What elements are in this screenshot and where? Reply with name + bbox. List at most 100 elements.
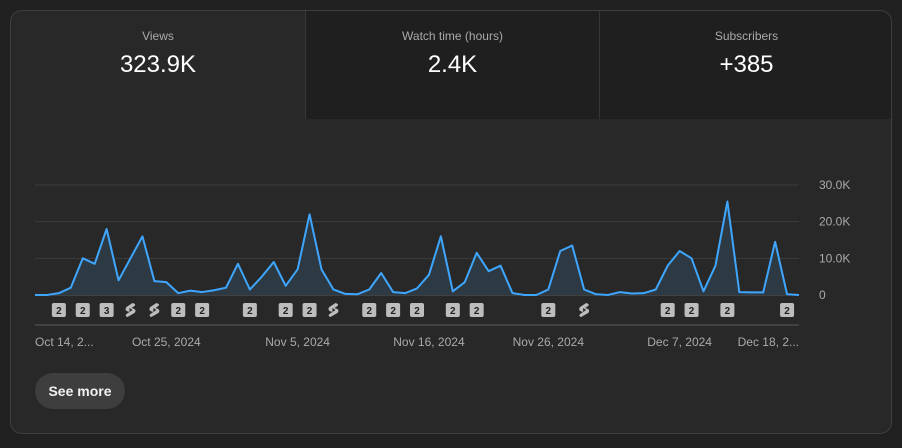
data-point[interactable] — [761, 290, 765, 294]
upload-count-marker[interactable] — [684, 303, 699, 317]
upload-count-marker[interactable] — [278, 303, 293, 317]
data-point[interactable] — [248, 288, 252, 292]
data-point[interactable] — [749, 290, 753, 294]
upload-count-marker[interactable] — [75, 303, 90, 317]
data-point[interactable] — [737, 290, 741, 294]
tab-subscribers-value: +385 — [719, 51, 774, 78]
data-point[interactable] — [164, 280, 168, 284]
data-point[interactable] — [475, 251, 479, 255]
data-point[interactable] — [236, 262, 240, 266]
data-point[interactable] — [725, 200, 729, 204]
data-point[interactable] — [57, 291, 61, 295]
data-point[interactable] — [81, 256, 85, 260]
x-tick-label: Nov 26, 2024 — [513, 335, 585, 349]
data-point[interactable] — [176, 291, 180, 295]
upload-count-marker[interactable] — [410, 303, 424, 317]
data-point[interactable] — [260, 275, 264, 279]
upload-count-marker[interactable] — [445, 303, 460, 317]
data-point[interactable] — [403, 291, 407, 295]
data-point[interactable] — [367, 288, 371, 292]
data-point[interactable] — [463, 280, 467, 284]
data-point[interactable] — [343, 292, 347, 296]
upload-count-marker[interactable] — [195, 303, 210, 317]
data-point[interactable] — [308, 212, 312, 216]
upload-count-marker[interactable] — [660, 303, 675, 317]
data-point[interactable] — [188, 289, 192, 293]
upload-count-marker[interactable] — [302, 303, 317, 317]
upload-count-marker[interactable] — [99, 303, 114, 317]
data-point[interactable] — [129, 256, 133, 260]
upload-count-label: 2 — [366, 306, 372, 317]
tab-subscribers[interactable]: Subscribers +385 — [599, 11, 891, 119]
upload-count-marker[interactable] — [171, 303, 186, 317]
data-point[interactable] — [797, 293, 801, 297]
data-point[interactable] — [511, 291, 515, 295]
data-point[interactable] — [391, 290, 395, 294]
data-point[interactable] — [140, 234, 144, 238]
data-point[interactable] — [33, 293, 37, 297]
upload-count-marker[interactable] — [720, 303, 735, 317]
data-point[interactable] — [439, 234, 443, 238]
see-more-button[interactable]: See more — [35, 373, 125, 409]
data-point[interactable] — [379, 271, 383, 275]
upload-count-label: 2 — [546, 306, 552, 317]
data-point[interactable] — [630, 292, 634, 296]
data-point[interactable] — [296, 267, 300, 271]
data-point[interactable] — [546, 288, 550, 292]
data-point[interactable] — [582, 288, 586, 292]
data-point[interactable] — [105, 227, 109, 231]
upload-count-marker[interactable] — [51, 303, 66, 317]
data-point[interactable] — [415, 286, 419, 290]
shorts-icon[interactable] — [579, 303, 590, 317]
data-point[interactable] — [487, 269, 491, 273]
upload-count-label: 2 — [56, 306, 62, 317]
data-point[interactable] — [427, 273, 431, 277]
data-point[interactable] — [606, 293, 610, 297]
data-point[interactable] — [200, 290, 204, 294]
data-point[interactable] — [117, 278, 121, 282]
tab-views[interactable]: Views 323.9K — [11, 11, 305, 119]
data-point[interactable] — [594, 292, 598, 296]
upload-count-label: 2 — [474, 306, 480, 317]
upload-count-label: 3 — [104, 306, 110, 317]
upload-count-marker[interactable] — [242, 303, 257, 317]
data-point[interactable] — [713, 264, 717, 268]
data-point[interactable] — [152, 279, 156, 283]
data-point[interactable] — [45, 293, 49, 297]
data-point[interactable] — [93, 262, 97, 266]
shorts-icon[interactable] — [328, 303, 339, 317]
data-point[interactable] — [451, 289, 455, 293]
shorts-icon[interactable] — [125, 303, 136, 317]
data-point[interactable] — [618, 290, 622, 294]
data-point[interactable] — [642, 291, 646, 295]
tab-subscribers-label: Subscribers — [714, 29, 779, 43]
upload-count-marker[interactable] — [541, 303, 556, 317]
upload-count-marker[interactable] — [362, 303, 377, 317]
data-point[interactable] — [522, 293, 526, 297]
data-point[interactable] — [666, 264, 670, 268]
data-point[interactable] — [272, 260, 276, 264]
data-point[interactable] — [284, 284, 288, 288]
data-point[interactable] — [534, 293, 538, 297]
data-point[interactable] — [690, 256, 694, 260]
data-point[interactable] — [69, 286, 73, 290]
data-point[interactable] — [678, 249, 682, 253]
data-point[interactable] — [355, 292, 359, 296]
data-point[interactable] — [785, 292, 789, 296]
data-point[interactable] — [558, 249, 562, 253]
data-point[interactable] — [224, 286, 228, 290]
upload-count-marker[interactable] — [780, 303, 795, 317]
upload-count-marker[interactable] — [386, 303, 401, 317]
upload-count-marker[interactable] — [469, 303, 484, 317]
y-tick-label: 0 — [819, 288, 826, 302]
data-point[interactable] — [702, 289, 706, 293]
data-point[interactable] — [320, 267, 324, 271]
data-point[interactable] — [212, 288, 216, 292]
tab-watch-time[interactable]: Watch time (hours) 2.4K — [305, 11, 599, 119]
data-point[interactable] — [331, 288, 335, 292]
data-point[interactable] — [570, 244, 574, 248]
data-point[interactable] — [654, 288, 658, 292]
data-point[interactable] — [773, 240, 777, 244]
shorts-icon[interactable] — [149, 303, 160, 317]
data-point[interactable] — [499, 264, 503, 268]
